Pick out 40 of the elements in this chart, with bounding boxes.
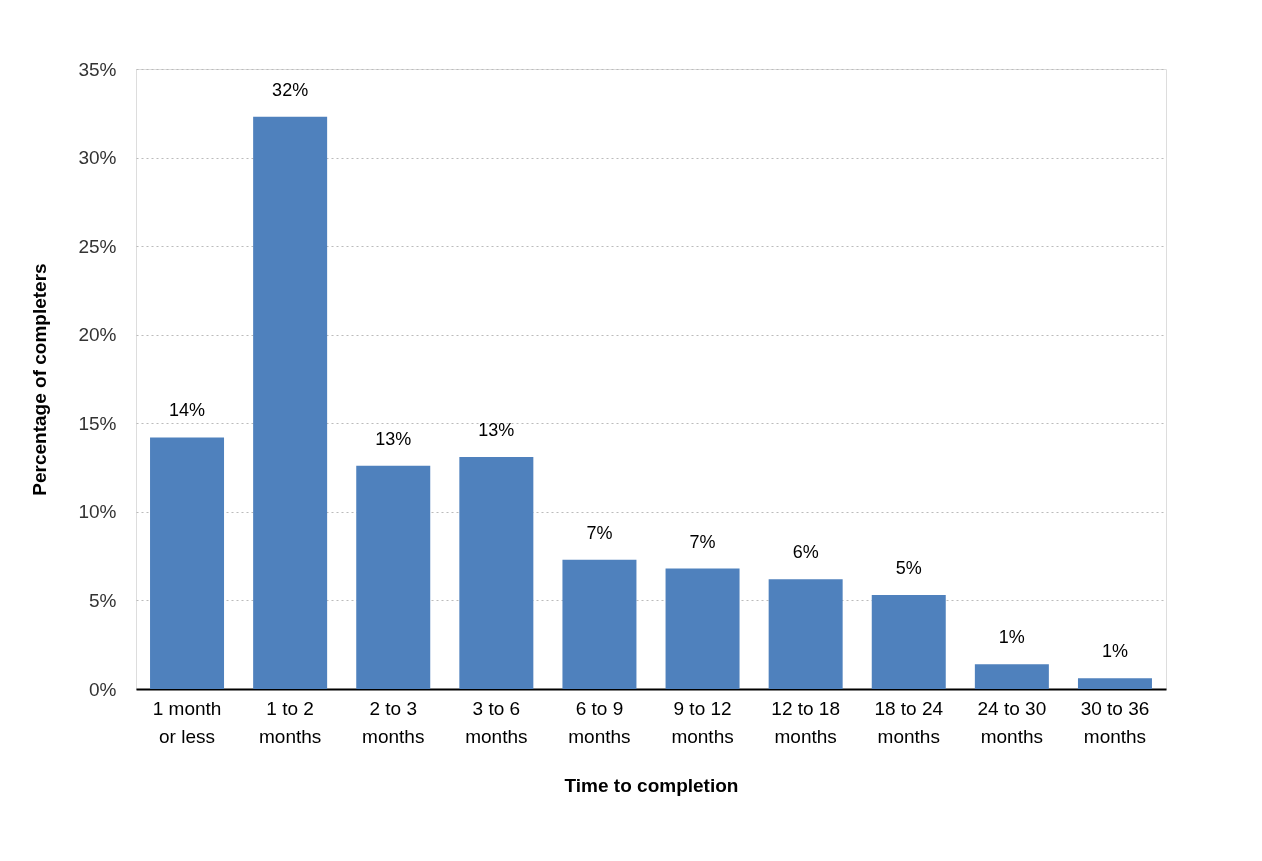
x-tick-label: 24 to 30 months — [977, 697, 1047, 747]
y-tick-label: 10% — [78, 501, 117, 523]
y-tick-label: 5% — [89, 589, 117, 611]
y-tick-label: 20% — [78, 324, 117, 346]
y-tick-label: 35% — [78, 58, 117, 80]
x-tick-label: 2 to 3 months — [362, 697, 425, 747]
data-label: 13% — [375, 428, 412, 449]
y-tick-label: 0% — [89, 678, 117, 700]
y-tick-label: 30% — [78, 147, 117, 169]
bar — [459, 456, 534, 689]
data-label: 13% — [478, 419, 515, 440]
y-axis-title: Percentage of completers — [29, 263, 51, 496]
x-tick-label: 30 to 36 months — [1080, 697, 1150, 747]
x-axis-title: Time to completion — [564, 774, 739, 796]
data-label: 14% — [169, 400, 206, 421]
x-tick-label: 12 to 18 months — [771, 697, 840, 747]
x-tick-label: 1 month or less — [152, 697, 222, 747]
bar — [150, 437, 225, 689]
data-label: 7% — [689, 531, 716, 552]
bar — [974, 664, 1049, 689]
data-label: 1% — [998, 627, 1025, 648]
y-tick-label: 25% — [78, 235, 117, 257]
x-tick-label: 9 to 12 months — [671, 697, 734, 747]
data-label: 1% — [1101, 641, 1128, 662]
x-tick-label: 6 to 9 months — [568, 697, 631, 747]
data-label: 32% — [272, 79, 309, 100]
bar — [768, 579, 843, 689]
bar — [356, 465, 431, 689]
bar — [562, 559, 637, 689]
data-label: 7% — [586, 522, 613, 543]
bar — [253, 116, 328, 689]
data-label: 5% — [895, 558, 922, 579]
y-tick-label: 15% — [78, 412, 117, 434]
bar — [1077, 678, 1152, 689]
bar — [871, 595, 946, 689]
x-tick-label: 3 to 6 months — [465, 697, 528, 747]
bar — [665, 568, 740, 689]
data-label: 6% — [792, 542, 819, 563]
x-tick-label: 18 to 24 months — [874, 697, 944, 747]
x-tick-label: 1 to 2 months — [258, 697, 322, 747]
